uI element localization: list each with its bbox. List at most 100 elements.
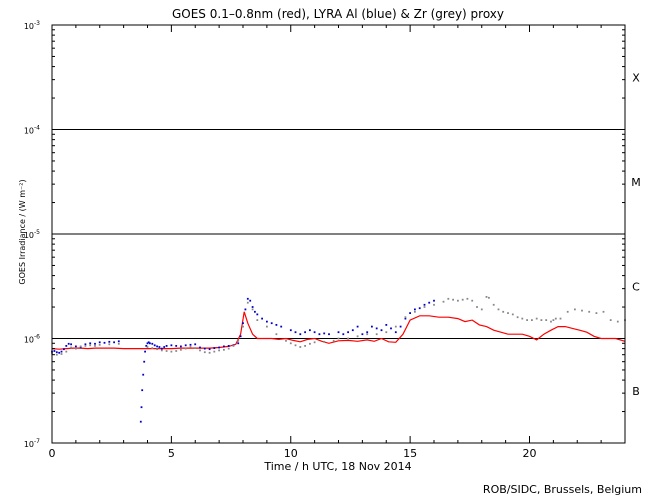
data-point-lyra-zr: [535, 317, 538, 320]
data-point-lyra-zr: [189, 346, 192, 348]
data-point-lyra-al: [103, 341, 106, 344]
data-point-lyra-al: [375, 327, 378, 330]
data-point-lyra-zr: [492, 303, 495, 306]
data-point-lyra-zr: [285, 339, 287, 342]
x-axis-ticks: 0 5 10 15 20: [49, 25, 626, 460]
data-point-lyra-al: [213, 347, 216, 349]
data-point-lyra-al: [356, 325, 359, 328]
data-point-lyra-al: [58, 351, 61, 354]
data-point-lyra-zr: [65, 350, 68, 353]
data-point-lyra-al: [237, 342, 240, 345]
x-tick-label: 10: [284, 447, 298, 460]
data-point-lyra-al: [140, 406, 143, 409]
data-point-lyra-zr: [237, 339, 240, 342]
data-point-lyra-zr: [294, 344, 297, 347]
data-point-lyra-zr: [507, 312, 509, 314]
data-point-lyra-al: [385, 324, 388, 326]
data-point-lyra-al: [351, 329, 354, 332]
data-point-lyra-zr: [559, 317, 562, 320]
data-point-lyra-al: [55, 351, 58, 354]
data-point-lyra-al: [428, 301, 431, 304]
data-point-lyra-zr: [203, 351, 206, 354]
data-point-lyra-al: [244, 308, 247, 311]
y-tick-label: 10-6: [24, 334, 40, 345]
data-point-lyra-zr: [461, 298, 464, 301]
data-point-lyra-zr: [246, 301, 249, 304]
data-point-lyra-al: [143, 360, 146, 363]
data-point-lyra-zr: [199, 349, 201, 352]
data-point-lyra-zr: [521, 317, 524, 320]
data-point-lyra-al: [203, 347, 206, 350]
flare-class-label-m: M: [631, 176, 641, 189]
data-point-lyra-zr: [79, 345, 82, 348]
data-point-lyra-zr: [476, 306, 478, 308]
data-point-lyra-al: [404, 317, 407, 320]
data-point-lyra-al: [67, 342, 70, 345]
data-point-lyra-al: [147, 341, 150, 344]
data-point-lyra-zr: [94, 345, 96, 347]
data-point-lyra-al: [399, 325, 402, 328]
data-point-lyra-zr: [55, 353, 58, 356]
x-tick-label: 15: [403, 447, 417, 460]
data-point-lyra-zr: [75, 347, 77, 350]
data-point-lyra-al: [65, 345, 68, 347]
data-point-lyra-zr: [242, 325, 244, 328]
data-point-lyra-zr: [423, 306, 426, 308]
data-point-lyra-zr: [184, 347, 187, 350]
data-point-lyra-zr: [552, 319, 555, 321]
data-point-lyra-zr: [323, 340, 326, 343]
data-point-lyra-al: [304, 331, 306, 334]
x-tick-label: 20: [523, 447, 537, 460]
data-point-lyra-zr: [165, 350, 168, 352]
data-point-lyra-zr: [266, 325, 268, 328]
data-point-lyra-zr: [89, 344, 92, 347]
data-point-lyra-zr: [540, 319, 543, 321]
data-point-lyra-zr: [304, 345, 306, 347]
data-point-lyra-zr: [332, 339, 335, 342]
data-point-lyra-al: [418, 307, 421, 310]
data-point-lyra-al: [239, 335, 242, 338]
y-axis-ticks: 10-7 10-6 10-5 10-4 10-3: [24, 20, 625, 449]
data-point-lyra-al: [254, 310, 256, 313]
data-point-lyra-zr: [223, 348, 225, 351]
data-point-lyra-zr: [256, 319, 259, 321]
data-point-lyra-zr: [227, 347, 230, 350]
data-point-lyra-zr: [117, 342, 120, 345]
data-point-lyra-al: [423, 303, 426, 306]
flare-class-label-x: X: [632, 71, 640, 84]
data-point-lyra-al: [218, 346, 220, 349]
data-point-lyra-zr: [502, 310, 505, 313]
data-point-lyra-al: [337, 331, 340, 334]
data-point-lyra-al: [275, 324, 278, 326]
data-point-lyra-al: [280, 325, 283, 328]
data-point-lyra-zr: [485, 296, 488, 298]
data-point-lyra-zr: [480, 308, 483, 311]
data-point-lyra-zr: [526, 319, 528, 321]
data-point-lyra-zr: [175, 350, 178, 352]
data-point-lyra-al: [323, 332, 326, 335]
data-point-lyra-al: [170, 344, 173, 347]
data-point-lyra-zr: [309, 342, 311, 345]
data-point-lyra-zr: [452, 298, 454, 301]
data-point-lyra-zr: [588, 310, 591, 313]
data-point-lyra-zr: [531, 319, 533, 321]
data-point-lyra-al: [158, 346, 161, 348]
data-point-lyra-zr: [602, 310, 605, 313]
data-point-lyra-al: [318, 333, 321, 336]
data-point-lyra-zr: [347, 337, 349, 340]
data-point-lyra-al: [294, 331, 297, 334]
data-point-lyra-al: [342, 333, 345, 336]
data-point-lyra-al: [94, 342, 96, 345]
data-point-lyra-zr: [404, 316, 407, 319]
data-point-lyra-al: [151, 342, 154, 345]
y-tick-label: 10-4: [24, 125, 40, 136]
data-point-lyra-al: [270, 322, 273, 325]
data-point-lyra-al: [75, 345, 77, 348]
data-point-lyra-al: [70, 343, 72, 346]
data-point-lyra-al: [208, 348, 211, 351]
data-point-lyra-al: [89, 342, 92, 345]
data-point-lyra-zr: [213, 350, 216, 353]
data-point-lyra-al: [146, 342, 149, 345]
x-tick-label: 5: [168, 447, 175, 460]
data-point-lyra-zr: [447, 297, 450, 300]
